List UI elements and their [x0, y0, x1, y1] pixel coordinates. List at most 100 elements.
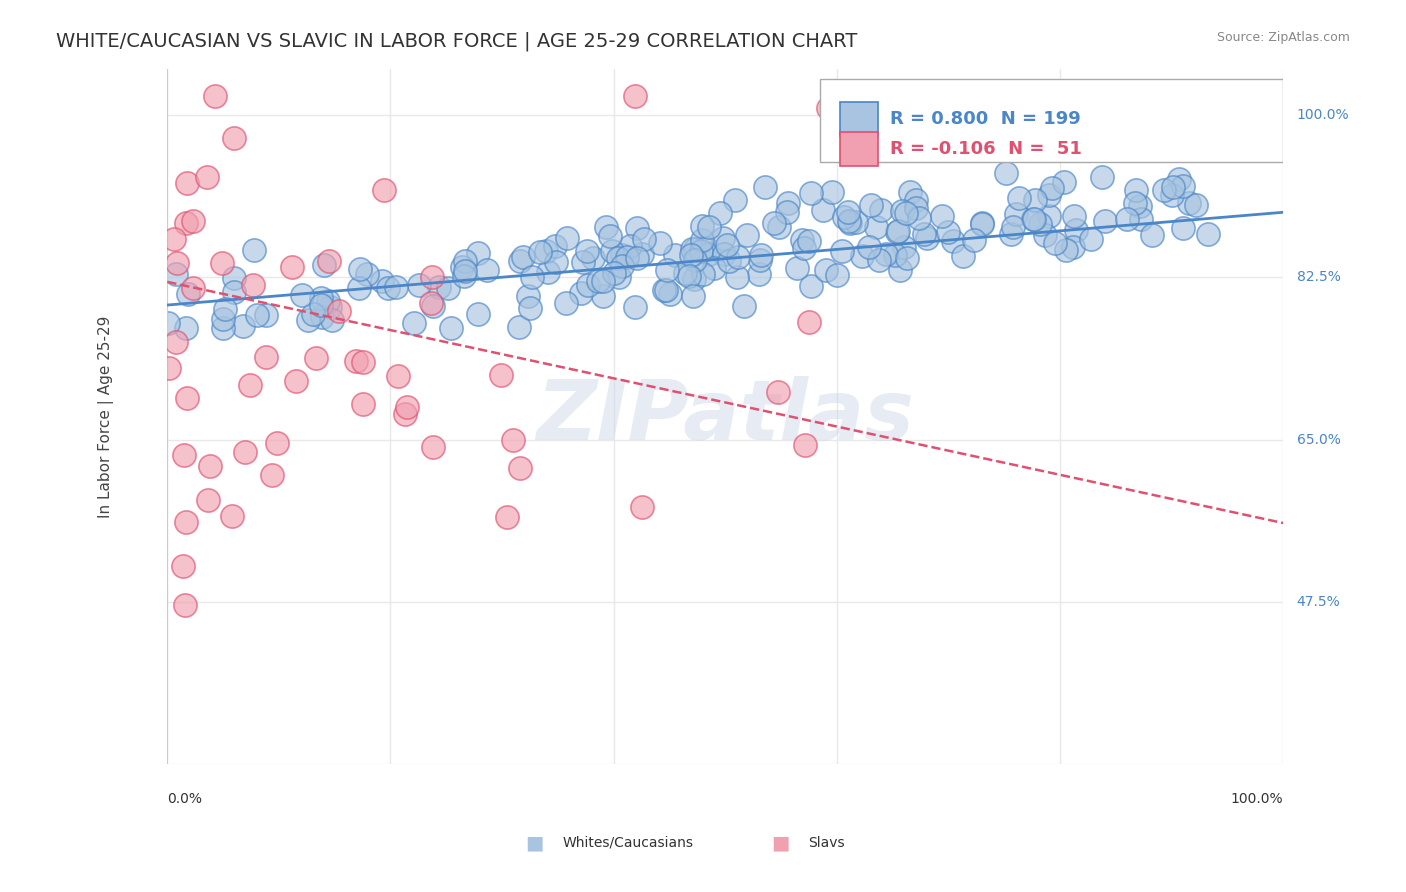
Point	[799, 315, 821, 329]
Point	[859, 198, 882, 212]
Point	[896, 251, 918, 265]
Point	[408, 278, 430, 293]
Point	[800, 186, 823, 200]
Point	[685, 252, 707, 267]
Point	[176, 176, 198, 190]
Point	[581, 252, 603, 266]
Point	[212, 311, 235, 326]
Point	[316, 293, 339, 308]
Point	[166, 256, 188, 270]
Point	[314, 258, 336, 272]
Point	[889, 263, 911, 277]
Point	[851, 249, 873, 263]
Point	[394, 408, 416, 422]
Point	[1000, 227, 1022, 242]
Point	[311, 291, 333, 305]
Point	[529, 245, 551, 260]
Point	[344, 354, 367, 368]
Point	[254, 350, 277, 364]
Point	[232, 319, 254, 334]
Point	[214, 301, 236, 316]
Point	[786, 261, 808, 276]
Point	[1184, 198, 1206, 212]
Point	[212, 321, 235, 335]
Point	[222, 131, 245, 145]
Point	[776, 205, 799, 219]
Point	[157, 316, 180, 330]
Point	[319, 300, 342, 314]
Point	[970, 216, 993, 230]
Point	[1043, 236, 1066, 251]
Point	[512, 250, 534, 264]
Point	[453, 268, 475, 283]
Point	[569, 285, 592, 300]
Point	[648, 236, 671, 251]
Point	[883, 247, 905, 261]
Point	[664, 247, 686, 261]
Point	[422, 299, 444, 313]
Point	[1022, 212, 1045, 227]
Point	[626, 220, 648, 235]
Point	[352, 355, 374, 369]
Point	[832, 211, 855, 225]
Point	[508, 320, 530, 334]
Point	[174, 216, 197, 230]
Point	[652, 283, 675, 297]
Point	[1168, 172, 1191, 186]
Point	[496, 510, 519, 524]
Point	[904, 193, 927, 207]
Point	[762, 216, 785, 230]
Point	[931, 209, 953, 223]
Point	[427, 279, 450, 293]
Point	[285, 374, 308, 388]
Point	[733, 299, 755, 313]
Point	[749, 248, 772, 262]
Point	[799, 234, 821, 248]
Point	[963, 233, 986, 247]
Text: Source: ZipAtlas.com: Source: ZipAtlas.com	[1216, 31, 1350, 45]
Point	[858, 240, 880, 254]
Point	[1033, 228, 1056, 243]
Point	[800, 278, 823, 293]
Point	[697, 220, 720, 235]
Text: WHITE/CAUCASIAN VS SLAVIC IN LABOR FORCE | AGE 25-29 CORRELATION CHART: WHITE/CAUCASIAN VS SLAVIC IN LABOR FORCE…	[56, 31, 858, 51]
Point	[321, 313, 343, 327]
Point	[311, 310, 333, 324]
Point	[748, 268, 770, 282]
Point	[173, 598, 195, 612]
Point	[1161, 187, 1184, 202]
Point	[1094, 214, 1116, 228]
Point	[165, 334, 187, 349]
Point	[233, 444, 256, 458]
Point	[402, 316, 425, 330]
Point	[633, 232, 655, 246]
Point	[703, 261, 725, 276]
Point	[886, 225, 908, 239]
Point	[1091, 169, 1114, 184]
Point	[658, 287, 681, 301]
Point	[825, 268, 848, 283]
Point	[682, 288, 704, 302]
Point	[1001, 219, 1024, 234]
Point	[211, 255, 233, 269]
Point	[713, 247, 735, 261]
Point	[454, 254, 477, 268]
Point	[1116, 211, 1139, 226]
Point	[198, 458, 221, 473]
Point	[536, 244, 558, 258]
Point	[690, 233, 713, 247]
Text: ■: ■	[524, 833, 544, 853]
Point	[1153, 183, 1175, 197]
Point	[811, 202, 834, 217]
Point	[624, 89, 647, 103]
Point	[831, 244, 853, 259]
Point	[893, 240, 915, 254]
Point	[384, 279, 406, 293]
Point	[377, 281, 399, 295]
Point	[437, 281, 460, 295]
Point	[172, 558, 194, 573]
Point	[1129, 199, 1152, 213]
Point	[631, 500, 654, 514]
Text: ZIPatlas: ZIPatlas	[536, 376, 914, 457]
Point	[318, 253, 340, 268]
